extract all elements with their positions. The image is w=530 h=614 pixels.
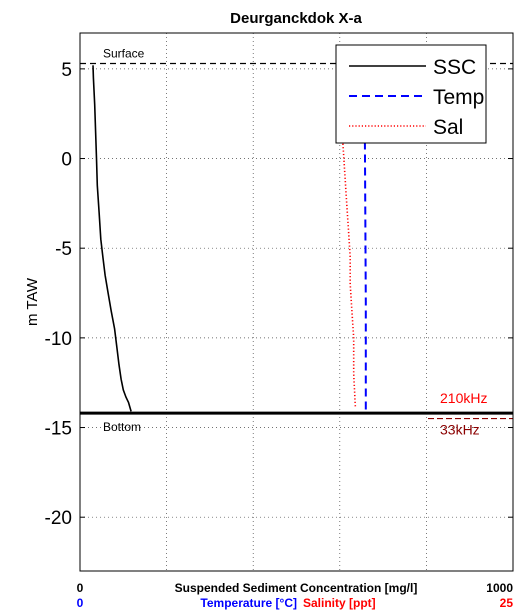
y-tick-label: 5 [61,60,72,81]
ssc-axis-min: 0 [77,581,84,595]
y-axis: 5 0 -5 -10 -15 -20 [45,60,513,529]
series-line-temp [363,63,367,414]
salinity-axis-max: 25 [500,596,514,610]
temperature-axis-label: Temperature [°C] [200,596,297,610]
legend-label-temp: Temp [433,86,484,109]
temperature-axis-min: 0 [77,596,84,610]
legend: SSC Temp Sal [335,44,487,144]
bottom-label: Bottom [103,420,141,434]
x-axis-labels: 0 Suspended Sediment Concentration [mg/l]… [77,581,514,610]
legend-label-sal: Sal [433,116,463,139]
y-tick-label: -15 [45,419,72,440]
y-tick-label: -5 [55,239,72,260]
annotations: 210kHz 33kHz [428,390,513,438]
y-tick-label: -20 [45,508,72,529]
annotation-33khz: 33kHz [440,422,480,438]
series-line-ssc [92,65,132,412]
data-series [92,63,367,414]
ssc-axis-label: Suspended Sediment Concentration [mg/l] [175,581,418,595]
chart-title: Deurganckdok X-a [230,10,362,27]
surface-label: Surface [103,46,145,60]
y-tick-label: 0 [61,150,72,171]
series-line-sal [337,72,357,408]
salinity-axis-label: Salinity [ppt] [303,596,376,610]
grid-lines [80,33,513,571]
legend-label-ssc: SSC [433,56,476,79]
ssc-axis-max: 1000 [486,581,513,595]
y-tick-label: -10 [45,329,72,350]
plot-frame [79,32,514,572]
annotation-210khz: 210kHz [440,390,487,406]
y-axis-label: m TAW [24,277,41,326]
